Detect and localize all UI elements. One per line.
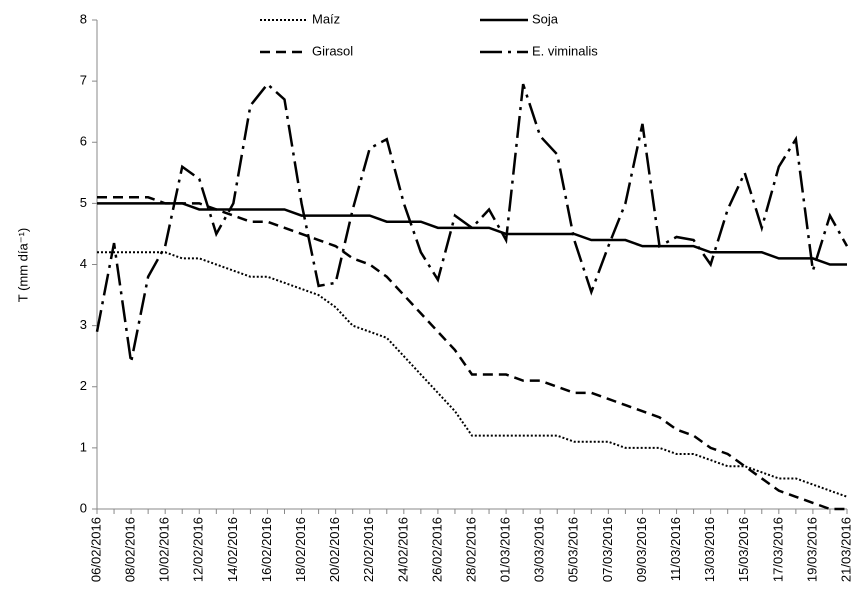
series-line (97, 251, 848, 498)
y-tick-label: 7 (80, 73, 87, 88)
x-tick-label: 06/02/2016 (88, 517, 103, 582)
y-axis-label: T (mm día⁻¹) (15, 228, 30, 303)
x-tick-label: 24/02/2016 (395, 517, 410, 582)
legend-label: Girasol (312, 43, 353, 58)
y-tick-label: 4 (80, 256, 87, 271)
x-tick-label: 14/02/2016 (225, 517, 240, 582)
series-line (95, 82, 849, 363)
x-tick-label: 21/03/2016 (838, 517, 851, 582)
x-tick-label: 28/02/2016 (463, 517, 478, 582)
series-line (97, 202, 847, 266)
x-tick-label: 07/03/2016 (600, 517, 615, 582)
y-tick-label: 2 (80, 378, 87, 393)
y-tick-label: 0 (80, 500, 87, 515)
x-tick-label: 12/02/2016 (191, 517, 206, 582)
series-line (97, 196, 847, 511)
x-tick-label: 01/03/2016 (498, 517, 513, 582)
legend-label: Maíz (312, 11, 340, 26)
x-tick-label: 17/03/2016 (770, 517, 785, 582)
x-tick-label: 26/02/2016 (429, 517, 444, 582)
x-tick-label: 03/03/2016 (532, 517, 547, 582)
x-tick-label: 19/03/2016 (804, 517, 819, 582)
x-tick-label: 08/02/2016 (123, 517, 138, 582)
x-tick-label: 22/02/2016 (361, 517, 376, 582)
y-tick-label: 3 (80, 317, 87, 332)
y-tick-label: 5 (80, 195, 87, 210)
x-tick-label: 16/02/2016 (259, 517, 274, 582)
legend-label: E. viminalis (532, 43, 598, 58)
x-tick-label: 18/02/2016 (293, 517, 308, 582)
legend-label: Soja (532, 11, 559, 26)
x-tick-label: 09/03/2016 (634, 517, 649, 582)
x-tick-label: 13/03/2016 (702, 517, 717, 582)
y-tick-label: 1 (80, 439, 87, 454)
x-tick-label: 05/03/2016 (566, 517, 581, 582)
y-tick-label: 8 (80, 11, 87, 26)
x-tick-label: 20/02/2016 (327, 517, 342, 582)
x-tick-label: 11/03/2016 (668, 517, 683, 581)
y-tick-label: 6 (80, 134, 87, 149)
x-tick-label: 10/02/2016 (157, 517, 172, 582)
x-tick-label: 15/03/2016 (736, 517, 751, 582)
